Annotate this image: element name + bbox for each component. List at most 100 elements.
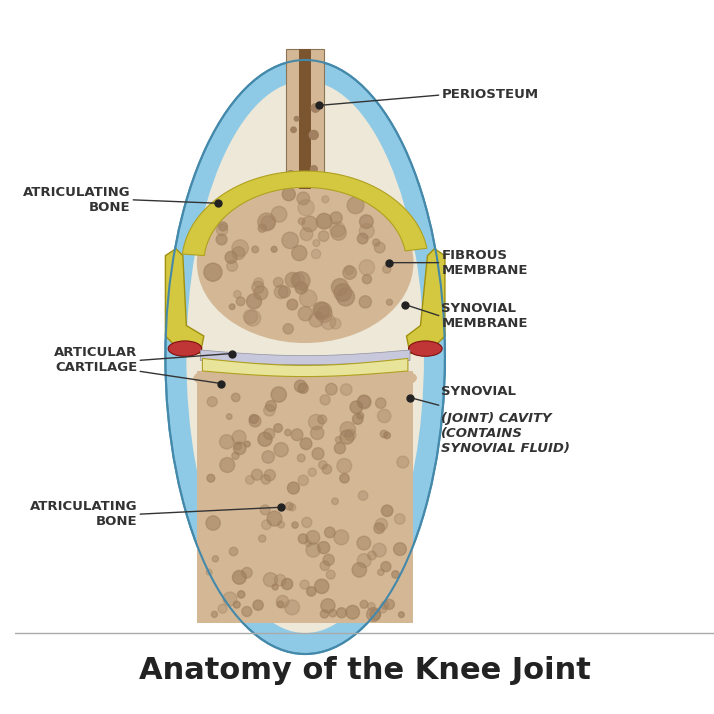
Circle shape [308, 414, 323, 430]
Circle shape [346, 605, 359, 619]
Circle shape [337, 458, 352, 473]
Circle shape [341, 383, 352, 396]
Circle shape [254, 286, 268, 300]
Circle shape [300, 290, 317, 307]
Circle shape [254, 278, 263, 287]
Circle shape [334, 443, 346, 454]
Ellipse shape [169, 341, 202, 356]
Circle shape [374, 242, 385, 253]
Circle shape [271, 387, 286, 402]
Circle shape [238, 590, 245, 598]
Circle shape [273, 423, 283, 433]
Circle shape [357, 412, 363, 419]
Circle shape [218, 222, 228, 231]
Circle shape [298, 306, 313, 321]
Circle shape [318, 415, 327, 424]
Circle shape [294, 116, 299, 121]
Circle shape [236, 297, 245, 306]
Circle shape [376, 398, 386, 408]
Circle shape [252, 281, 264, 293]
Circle shape [340, 422, 356, 437]
Circle shape [253, 600, 263, 610]
Ellipse shape [186, 81, 424, 633]
Circle shape [337, 288, 355, 306]
Circle shape [358, 396, 371, 409]
Text: (JOINT) CAVITY
(CONTAINS
SYNOVIAL FLUID): (JOINT) CAVITY (CONTAINS SYNOVIAL FLUID) [441, 411, 570, 455]
Circle shape [241, 568, 252, 578]
Circle shape [298, 218, 305, 224]
Circle shape [383, 265, 391, 273]
Text: SYNOVIAL: SYNOVIAL [441, 385, 516, 398]
Text: ATRICULATING
BONE: ATRICULATING BONE [23, 186, 131, 213]
Circle shape [266, 401, 276, 411]
Circle shape [246, 294, 261, 308]
Circle shape [264, 470, 276, 481]
Circle shape [263, 573, 278, 587]
Circle shape [298, 475, 308, 486]
Circle shape [332, 498, 338, 505]
Circle shape [306, 540, 311, 546]
Circle shape [243, 310, 258, 323]
Text: FIBROUS
MEMBRANE: FIBROUS MEMBRANE [441, 248, 528, 276]
Circle shape [318, 231, 329, 241]
Circle shape [249, 414, 258, 423]
Circle shape [226, 414, 232, 419]
Circle shape [291, 273, 304, 286]
Circle shape [358, 395, 371, 408]
Circle shape [326, 383, 337, 395]
Circle shape [223, 592, 237, 606]
Circle shape [233, 570, 246, 584]
Circle shape [302, 517, 312, 528]
Circle shape [220, 435, 233, 449]
Text: ARTICULAR
CARTILAGE: ARTICULAR CARTILAGE [54, 346, 137, 375]
Circle shape [298, 534, 308, 543]
Circle shape [340, 430, 354, 444]
Circle shape [242, 606, 252, 616]
Circle shape [306, 587, 316, 596]
Circle shape [321, 315, 336, 329]
Circle shape [267, 511, 282, 526]
Circle shape [330, 222, 345, 237]
Circle shape [331, 225, 346, 240]
Circle shape [283, 323, 293, 334]
Circle shape [381, 562, 391, 572]
Ellipse shape [408, 341, 442, 356]
Circle shape [285, 429, 291, 436]
Circle shape [261, 216, 275, 230]
Polygon shape [203, 358, 408, 376]
Circle shape [312, 448, 324, 460]
Ellipse shape [197, 182, 413, 343]
Circle shape [320, 561, 330, 570]
Circle shape [340, 473, 349, 483]
Circle shape [384, 599, 394, 610]
Circle shape [233, 291, 241, 298]
Circle shape [292, 522, 298, 528]
Circle shape [232, 247, 245, 259]
Polygon shape [286, 553, 325, 615]
Circle shape [331, 278, 348, 296]
Circle shape [381, 505, 393, 516]
Circle shape [360, 215, 373, 228]
Circle shape [282, 232, 298, 248]
Circle shape [336, 608, 346, 618]
Circle shape [207, 474, 215, 482]
Circle shape [311, 166, 317, 173]
Circle shape [308, 468, 316, 476]
Circle shape [374, 523, 385, 533]
Circle shape [273, 278, 283, 287]
Circle shape [261, 475, 271, 484]
Circle shape [316, 213, 332, 229]
Circle shape [379, 605, 387, 613]
Circle shape [347, 197, 364, 213]
Circle shape [292, 246, 307, 261]
Circle shape [366, 608, 381, 621]
Circle shape [378, 569, 384, 575]
Circle shape [216, 234, 227, 245]
Circle shape [295, 282, 308, 294]
Circle shape [272, 584, 278, 590]
Circle shape [292, 272, 310, 290]
Circle shape [326, 570, 335, 579]
Circle shape [368, 603, 375, 610]
Circle shape [345, 429, 356, 441]
Circle shape [302, 216, 318, 232]
